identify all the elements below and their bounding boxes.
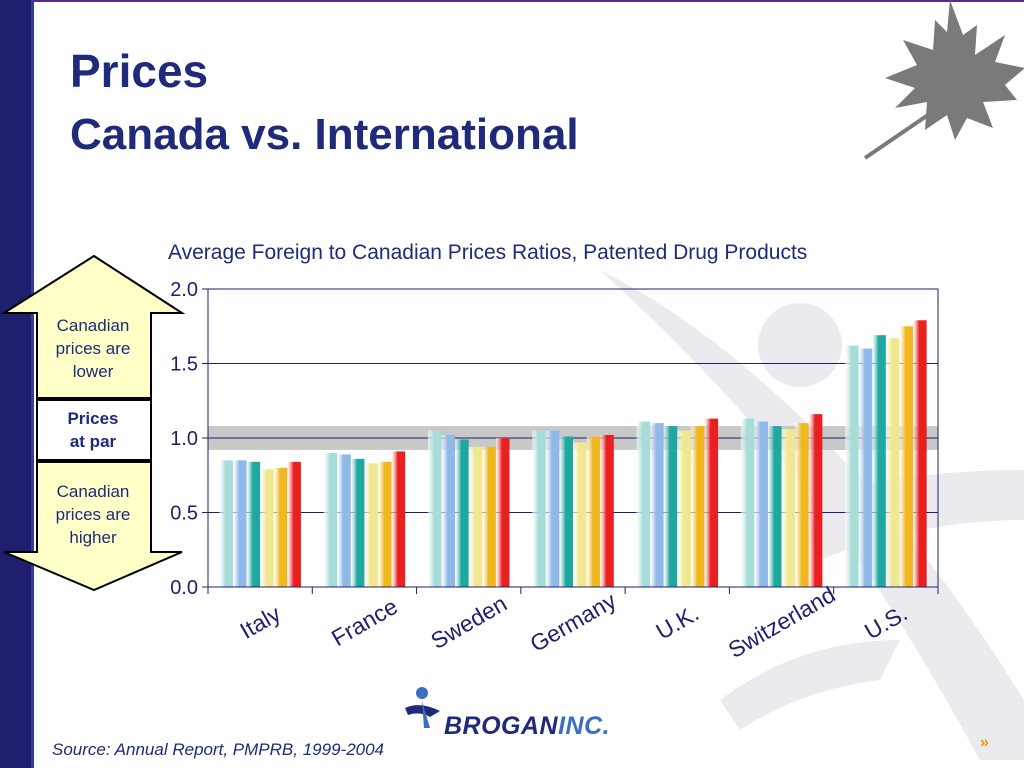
logo-text: BROGANINC. xyxy=(444,712,610,741)
bar xyxy=(754,421,768,587)
up-arrow xyxy=(0,254,186,399)
bar xyxy=(273,467,288,587)
bar xyxy=(482,446,496,587)
label-line: Prices xyxy=(67,409,119,428)
page-subtitle: Canada vs. International xyxy=(70,110,579,159)
category-label: U.K. xyxy=(651,600,703,645)
bar xyxy=(364,463,379,587)
bar xyxy=(795,423,809,587)
y-tick-label: 1.5 xyxy=(170,354,198,376)
category-label: U.S. xyxy=(860,600,912,645)
label-line: at par xyxy=(69,432,117,451)
bar xyxy=(636,421,651,587)
bar xyxy=(858,348,873,587)
par-box xyxy=(36,399,152,461)
bar xyxy=(808,414,823,587)
category-label: Italy xyxy=(235,600,285,644)
y-tick-label: 0.5 xyxy=(170,503,198,525)
bar xyxy=(600,435,614,587)
bar xyxy=(232,460,247,587)
bar xyxy=(532,430,546,587)
bar xyxy=(219,460,233,587)
bar xyxy=(495,438,510,587)
bar xyxy=(899,326,914,587)
y-tick-label: 2.0 xyxy=(170,279,198,301)
brogan-logo xyxy=(405,687,440,728)
category-label: Switzerland xyxy=(724,581,840,663)
y-tick-label: 1.0 xyxy=(170,428,198,450)
label-prices-par: Prices at par xyxy=(38,407,148,453)
bar xyxy=(350,458,365,587)
label-line: lower xyxy=(72,362,114,381)
y-tick-label: 0.0 xyxy=(170,577,198,599)
bar xyxy=(690,426,705,587)
page-title: Prices xyxy=(70,45,209,97)
bar xyxy=(586,436,601,587)
bar xyxy=(677,430,691,587)
label-line: Canadian xyxy=(56,482,130,501)
bar xyxy=(323,452,338,587)
bar xyxy=(845,345,859,587)
bar xyxy=(441,435,456,587)
bar xyxy=(885,338,900,587)
category-label: Germany xyxy=(526,587,621,657)
price-arrow-diagram xyxy=(0,254,186,592)
bar xyxy=(246,461,261,587)
maple-leaf-icon xyxy=(863,0,1024,160)
logo-suffix: INC. xyxy=(558,712,611,740)
bar xyxy=(663,426,678,587)
bar xyxy=(468,446,483,587)
bar xyxy=(287,461,301,587)
label-line: Canadian xyxy=(56,316,130,335)
bar xyxy=(781,429,796,587)
logo-name: BROGAN xyxy=(444,712,559,740)
bar xyxy=(545,430,560,587)
top-border-line xyxy=(34,0,1024,2)
bar xyxy=(704,418,719,587)
sidebar-stripe xyxy=(0,0,34,768)
label-line: higher xyxy=(69,528,117,547)
chart-title: Average Foreign to Canadian Prices Ratio… xyxy=(168,241,808,264)
next-slide-button[interactable]: » xyxy=(980,734,989,751)
down-arrow xyxy=(3,461,183,592)
bar xyxy=(455,439,469,587)
bar xyxy=(260,469,274,587)
label-canadian-higher: Canadian prices are higher xyxy=(38,480,148,549)
bar xyxy=(913,320,927,587)
bar xyxy=(337,454,351,587)
bar xyxy=(559,436,573,587)
bar xyxy=(767,426,782,587)
category-label: Sweden xyxy=(426,590,511,654)
label-line: prices are xyxy=(55,505,131,524)
bar xyxy=(573,442,587,587)
label-line: prices are xyxy=(55,339,131,358)
category-label: France xyxy=(327,593,402,651)
bar xyxy=(391,451,406,587)
bar xyxy=(740,418,755,587)
bar xyxy=(650,423,664,587)
source-citation: Source: Annual Report, PMPRB, 1999-2004 xyxy=(52,740,385,759)
bar xyxy=(378,461,392,587)
label-canadian-lower: Canadian prices are lower xyxy=(38,314,148,383)
bar xyxy=(872,335,886,587)
bar xyxy=(427,430,442,587)
